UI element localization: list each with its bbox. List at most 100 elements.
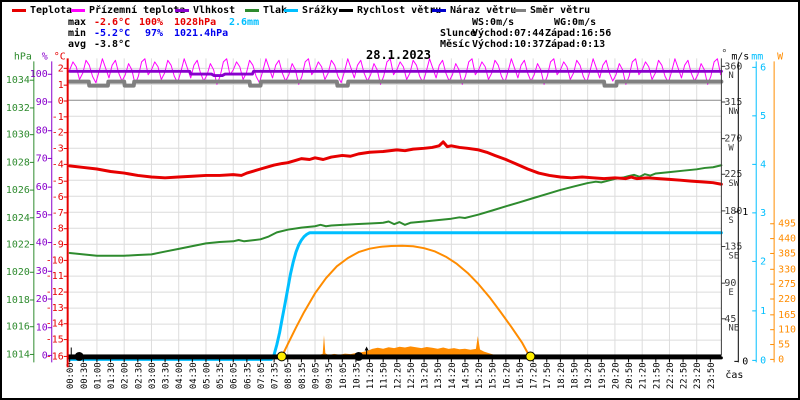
- moonrise-time: Východ:10:37: [472, 39, 545, 50]
- legend-swatch-naraz-icon: [432, 9, 446, 12]
- x-tick-label: 02:00: [121, 362, 131, 389]
- legend-item-rychlost-vetru: Rychlost větru: [339, 5, 441, 16]
- stat-avg-temp: -3.8°C: [94, 39, 131, 50]
- temperature-axis-tick-label: -14: [46, 319, 64, 330]
- x-tick-label: 05:35: [216, 362, 226, 389]
- precip-axis-tick-label: 1: [760, 306, 766, 317]
- x-tick-label: 11:50: [380, 362, 390, 389]
- direction-axis-compass-label: SW: [728, 179, 739, 189]
- x-tick-label: 03:30: [162, 362, 172, 389]
- temperature-axis-tick-label: -3: [52, 144, 64, 155]
- wind-gust-stat: WG:0m/s: [554, 17, 597, 28]
- legend-swatch-vlhkost-icon: [175, 9, 189, 12]
- x-tick-label: 11:20: [366, 362, 376, 389]
- x-tick-label: 18:20: [557, 362, 567, 389]
- precip-axis-header: mm: [751, 51, 763, 62]
- x-tick-label: 10:05: [339, 362, 349, 389]
- legend-item-tlak: Tlak: [245, 5, 287, 16]
- sunrise-time: Východ:07:44: [472, 28, 545, 39]
- x-tick-label: 03:00: [148, 362, 158, 389]
- x-tick-label: 02:30: [134, 362, 144, 389]
- x-tick-label: 01:30: [107, 362, 117, 389]
- humidity-axis-tick-label: 70: [36, 153, 48, 164]
- precip-axis-tick-label: 6: [760, 62, 766, 73]
- pressure-axis-tick-label: 1034: [6, 75, 30, 86]
- legend-swatch-rychlost-icon: [339, 9, 353, 12]
- pressure-axis-tick-label: 1014: [6, 349, 30, 360]
- moonset-time: Západ:0:13: [545, 39, 606, 50]
- sun-label: Slunce: [440, 28, 477, 39]
- humidity-axis-tick-label: 80: [36, 126, 48, 137]
- pressure-axis-tick-label: 1028: [6, 157, 30, 168]
- direction-axis-header: °: [721, 48, 727, 59]
- windspeed-axis-header: m/s: [731, 51, 749, 62]
- humidity-axis-tick-label: 40: [36, 238, 48, 249]
- temperature-axis-tick-label: -15: [46, 335, 64, 346]
- x-axis-line: [67, 354, 722, 358]
- direction-axis-compass-label: W: [728, 144, 734, 154]
- x-tick-label: 21:20: [639, 362, 649, 389]
- temperature-axis-tick-label: -1: [52, 112, 64, 123]
- stat-precip-total: 2.6mm: [229, 17, 260, 28]
- x-tick-label: 04:30: [189, 362, 199, 389]
- legend-swatch-teplota-icon: [12, 9, 26, 12]
- wind-speed-stat: WS:0m/s: [472, 17, 515, 28]
- direction-axis-compass-label: SE: [728, 251, 739, 261]
- x-tick-label: 15:50: [489, 362, 499, 389]
- humidity-axis-tick-label: 50: [36, 210, 48, 221]
- series-pressure: [68, 164, 723, 257]
- sunrise-marker: [276, 351, 287, 362]
- legend-swatch-tlak-icon: [245, 9, 259, 12]
- temperature-axis-tick-label: -13: [46, 303, 64, 314]
- stat-min-temp: -5.2°C: [94, 28, 131, 39]
- x-tick-label: 14:20: [448, 362, 458, 389]
- x-tick-label: 08:35: [298, 362, 308, 389]
- series-temperature: [68, 140, 723, 186]
- legend-swatch-prizemni-icon: [71, 9, 85, 12]
- legend-label: Přízemní teplota: [89, 5, 186, 16]
- radiation-axis-tick-label: 275: [778, 279, 796, 290]
- x-tick-label: 10:35: [352, 362, 362, 389]
- temperature-axis-tick-label: -8: [52, 224, 64, 235]
- x-tick-label: 18:50: [570, 362, 580, 389]
- legend-swatch-smer-icon: [512, 9, 526, 12]
- x-axis-title: čas: [725, 369, 743, 381]
- temperature-axis-tick-label: -9: [52, 240, 64, 251]
- legend-label: Teplota: [30, 5, 73, 16]
- series-solar-measured: [293, 335, 528, 360]
- pressure-axis-header: hPa: [14, 51, 32, 62]
- x-tick-label: 16:50: [516, 362, 526, 389]
- temperature-axis-tick-label: -12: [46, 287, 64, 298]
- x-tick-label: 19:20: [584, 362, 594, 389]
- sunset-time: Západ:16:56: [545, 28, 612, 39]
- temperature-axis-tick-label: -16: [46, 351, 64, 362]
- temperature-axis-tick-label: 0: [58, 96, 64, 107]
- direction-axis-tick-label: 360: [724, 61, 742, 72]
- radiation-axis-tick-label: 0: [778, 354, 784, 365]
- precip-axis-tick-label: 2: [760, 256, 766, 267]
- humidity-axis-tick-label: 10: [36, 323, 48, 334]
- windspeed-axis-tick-label: 0: [742, 356, 748, 367]
- x-tick-label: 20:50: [625, 362, 635, 389]
- legend-label: Srážky: [302, 5, 339, 16]
- stat-max-pressure: 1028hPa: [174, 17, 217, 28]
- precip-axis-tick-label: 3: [760, 208, 766, 219]
- date-title: 28.1.2023: [366, 48, 432, 62]
- stat-max-label: max: [68, 17, 87, 28]
- x-tick-label: 13:20: [421, 362, 431, 389]
- legend-item-teplota: Teplota: [12, 5, 72, 16]
- temperature-axis-tick-label: 1: [58, 80, 64, 91]
- humidity-axis-tick-label: 0: [42, 350, 48, 361]
- radiation-axis-tick-label: 495: [778, 219, 796, 230]
- direction-axis-tick-label: 225: [724, 169, 742, 180]
- x-tick-label: 16:20: [502, 362, 512, 389]
- legend-label: Tlak: [263, 5, 288, 16]
- x-tick-label: 23:50: [707, 362, 717, 389]
- moonset-marker-arrowhead: [69, 354, 74, 359]
- legend-item-srazky: Srážky: [284, 5, 338, 16]
- x-tick-label: 07:05: [257, 362, 267, 389]
- x-tick-label: 17:20: [530, 362, 540, 389]
- direction-axis-tick-label: 315: [724, 97, 742, 108]
- x-tick-label: 04:00: [175, 362, 185, 389]
